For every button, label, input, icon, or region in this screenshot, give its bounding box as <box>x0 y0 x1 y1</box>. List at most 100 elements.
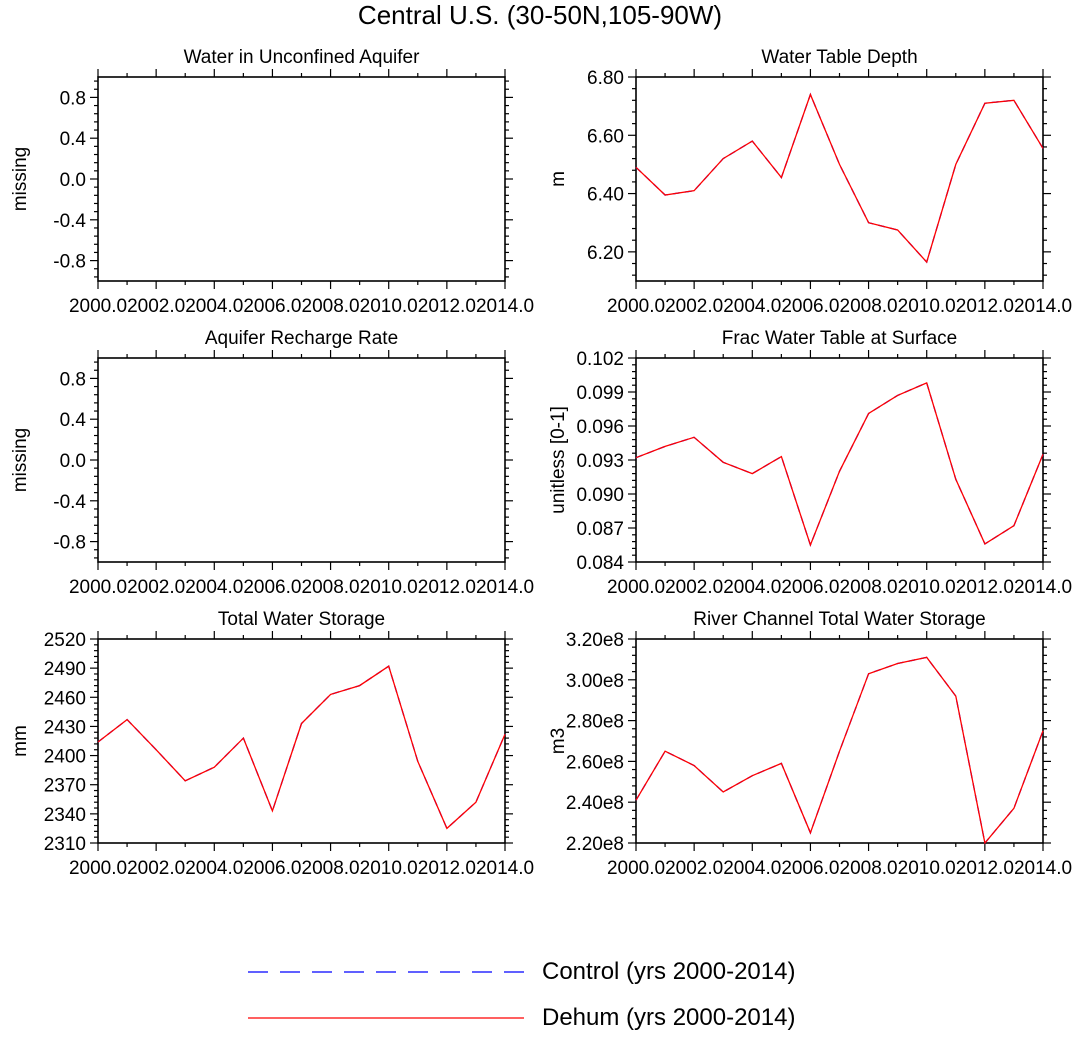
x-tick-label: 2010.0 <box>898 858 956 879</box>
x-tick-label: 2004.0 <box>723 296 781 317</box>
y-axis-label-total-water-storage: mm <box>10 725 31 757</box>
y-tick-label: 6.80 <box>587 68 624 89</box>
x-tick-label: 2006.0 <box>781 577 839 598</box>
y-tick-label: 2520 <box>44 630 86 651</box>
y-tick-label: 2340 <box>44 805 86 826</box>
y-tick-label: 2.60e8 <box>566 752 624 773</box>
y-axis-label-aquifer-recharge-rate: missing <box>10 428 31 492</box>
x-tick-label: 2004.0 <box>723 577 781 598</box>
x-tick-label: 2006.0 <box>243 858 301 879</box>
x-tick-label: 2008.0 <box>302 296 360 317</box>
x-tick-label: 2002.0 <box>127 296 185 317</box>
plot-frame-frac-water-table-surface <box>635 357 1044 563</box>
y-tick-label: 0.4 <box>60 129 87 150</box>
x-tick-label: 2008.0 <box>840 858 898 879</box>
series-line-dehum <box>635 382 1044 547</box>
x-tick-label: 2002.0 <box>127 577 185 598</box>
chart-title-water-unconfined-aquifer: Water in Unconfined Aquifer <box>184 47 421 68</box>
y-tick-label: 0.084 <box>576 553 624 574</box>
chart-water-unconfined-aquifer: Water in Unconfined Aquifer missing 2000.0… <box>10 47 534 317</box>
series-line-dehum <box>97 665 506 830</box>
plot-frame-aquifer-recharge-rate <box>97 357 506 563</box>
chart-title-river-channel-storage: River Channel Total Water Storage <box>693 609 986 630</box>
y-tick-label: -0.8 <box>53 252 86 273</box>
y-tick-label: 2.20e8 <box>566 834 624 855</box>
series-line-dehum <box>635 656 1044 845</box>
x-tick-label: 2008.0 <box>302 858 360 879</box>
y-tick-label: 2.80e8 <box>566 712 624 733</box>
y-tick-label: 2430 <box>44 717 86 738</box>
x-tick-label: 2006.0 <box>243 577 301 598</box>
x-tick-label: 2000.0 <box>607 296 665 317</box>
x-tick-label: 2010.0 <box>360 577 418 598</box>
x-tick-label: 2014.0 <box>1014 296 1072 317</box>
y-tick-label: 3.20e8 <box>566 630 624 651</box>
legend-dehum-label: Dehum (yrs 2000-2014) <box>542 1004 796 1031</box>
series-line-control <box>635 92 1044 264</box>
figure-title: Central U.S. (30-50N,105-90W) <box>358 0 722 30</box>
panels: Water in Unconfined Aquifer missing 2000.0… <box>10 47 1072 879</box>
chart-title-water-table-depth: Water Table Depth <box>761 47 917 68</box>
y-tick-label: 6.60 <box>587 126 624 147</box>
x-tick-label: 2000.0 <box>607 577 665 598</box>
chart-title-total-water-storage: Total Water Storage <box>218 609 385 630</box>
y-tick-label: 2.40e8 <box>566 793 624 814</box>
x-tick-label: 2014.0 <box>1014 577 1072 598</box>
x-tick-label: 2012.0 <box>956 577 1014 598</box>
x-tick-label: 2002.0 <box>665 577 723 598</box>
x-tick-label: 2010.0 <box>360 296 418 317</box>
y-tick-label: 2460 <box>44 688 86 709</box>
y-tick-label: 6.40 <box>587 185 624 206</box>
x-tick-label: 2008.0 <box>840 296 898 317</box>
series-line-dehum <box>635 92 1044 264</box>
x-tick-label: 2002.0 <box>665 858 723 879</box>
x-tick-label: 2004.0 <box>185 858 243 879</box>
series-line-control <box>635 382 1044 547</box>
chart-frac-water-table-surface: Frac Water Table at Surface unitless [0-1… <box>548 328 1072 598</box>
legend-dehum-swatch <box>248 1017 524 1019</box>
x-tick-label: 2006.0 <box>243 296 301 317</box>
x-tick-label: 2008.0 <box>840 577 898 598</box>
plot-frame-total-water-storage <box>97 638 506 844</box>
chart-title-frac-water-table-surface: Frac Water Table at Surface <box>722 328 958 349</box>
x-tick-label: 2012.0 <box>418 296 476 317</box>
y-tick-label: -0.4 <box>53 492 86 513</box>
y-tick-label: 0.4 <box>60 410 87 431</box>
y-tick-label: 0.8 <box>60 369 86 390</box>
x-tick-label: 2004.0 <box>185 296 243 317</box>
y-tick-label: -0.8 <box>53 533 86 554</box>
x-tick-label: 2000.0 <box>69 577 127 598</box>
y-tick-label: 0.0 <box>60 451 86 472</box>
y-tick-label: 2370 <box>44 776 86 797</box>
y-tick-label: 2490 <box>44 659 86 680</box>
legend-control-label: Control (yrs 2000-2014) <box>542 958 796 985</box>
x-tick-label: 2006.0 <box>781 296 839 317</box>
y-tick-label: 0.099 <box>576 383 624 404</box>
y-axis-label-water-unconfined-aquifer: missing <box>10 147 31 211</box>
chart-water-table-depth: Water Table Depth m 2000.0 2002.0 2004.0 2006… <box>548 47 1072 317</box>
chart-river-channel-storage: River Channel Total Water Storage m3 2000.… <box>548 609 1072 879</box>
x-tick-label: 2014.0 <box>1014 858 1072 879</box>
x-tick-label: 2014.0 <box>476 296 534 317</box>
x-tick-label: 2004.0 <box>723 858 781 879</box>
x-tick-label: 2012.0 <box>956 858 1014 879</box>
plot-frame-water-table-depth <box>635 76 1044 282</box>
legend-control-swatch <box>248 971 524 973</box>
y-tick-label: 2310 <box>44 834 86 855</box>
y-tick-label: 2400 <box>44 747 86 768</box>
x-tick-label: 2010.0 <box>360 858 418 879</box>
y-tick-label: -0.4 <box>53 211 86 232</box>
x-tick-label: 2012.0 <box>956 296 1014 317</box>
x-tick-label: 2014.0 <box>476 577 534 598</box>
y-tick-label: 0.096 <box>576 417 624 438</box>
x-tick-label: 2008.0 <box>302 577 360 598</box>
y-tick-label: 0.0 <box>60 170 86 191</box>
x-tick-label: 2000.0 <box>69 858 127 879</box>
x-tick-label: 2000.0 <box>607 858 665 879</box>
x-tick-label: 2010.0 <box>898 296 956 317</box>
x-tick-label: 2004.0 <box>185 577 243 598</box>
x-tick-label: 2010.0 <box>898 577 956 598</box>
legend-control: Control (yrs 2000-2014) <box>248 952 868 992</box>
y-axis-label-water-table-depth: m <box>548 171 569 187</box>
